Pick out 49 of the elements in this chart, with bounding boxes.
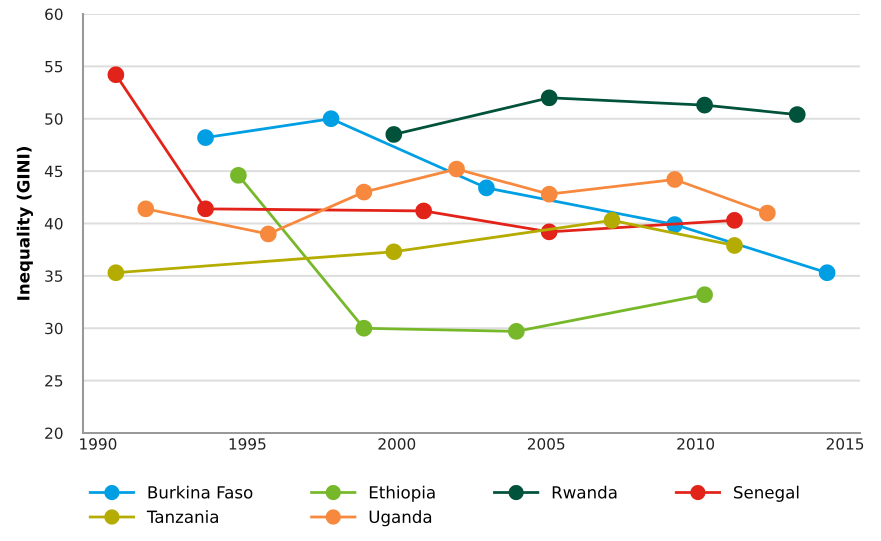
legend-label: Tanzania (146, 510, 218, 524)
y-tick-label: 60 (45, 8, 63, 20)
y-tick-label: 45 (44, 166, 62, 178)
point (356, 320, 372, 337)
point (759, 204, 776, 222)
point (356, 184, 372, 200)
legend-label: Rwanda (552, 486, 616, 499)
point (448, 160, 465, 178)
y-tick-label: 40 (44, 218, 63, 230)
x-tick-label: 2015 (826, 438, 864, 450)
point (818, 264, 836, 282)
y-tick-label: 55 (45, 61, 62, 72)
y-tick-label: 25 (45, 375, 62, 387)
point (385, 243, 402, 260)
point (385, 126, 402, 143)
x-tick-label: 1990 (80, 438, 116, 450)
y-axis-title: Inequality (GINI) (16, 147, 34, 300)
point (260, 226, 277, 242)
point (230, 166, 247, 184)
x-tick-label: 2000 (378, 438, 416, 450)
point (540, 186, 558, 203)
x-tick-label: 2005 (528, 438, 564, 450)
x-tick-label: 1995 (230, 438, 266, 450)
y-tick-label: 50 (45, 113, 63, 125)
legend-label: Burkina Faso (148, 486, 252, 499)
point (322, 110, 340, 128)
y-tick-label: 35 (45, 270, 62, 282)
point (197, 129, 214, 146)
point (540, 89, 558, 106)
legend-label: Senegal (734, 486, 798, 502)
point (197, 200, 214, 218)
point (478, 180, 495, 196)
point (788, 106, 806, 123)
point (604, 212, 620, 229)
legend-label: Uganda (370, 510, 432, 526)
y-tick-label: 30 (45, 322, 63, 334)
point (726, 237, 743, 254)
point (696, 96, 713, 114)
point (415, 202, 432, 220)
point (696, 286, 713, 304)
point (666, 171, 684, 188)
x-tick-label: 2010 (677, 438, 714, 450)
point (108, 66, 124, 84)
point (108, 264, 124, 282)
y-tick-label: 20 (45, 427, 63, 440)
point (137, 200, 154, 218)
point (726, 212, 743, 229)
legend-label: Ethiopia (370, 486, 435, 502)
point (508, 323, 525, 340)
